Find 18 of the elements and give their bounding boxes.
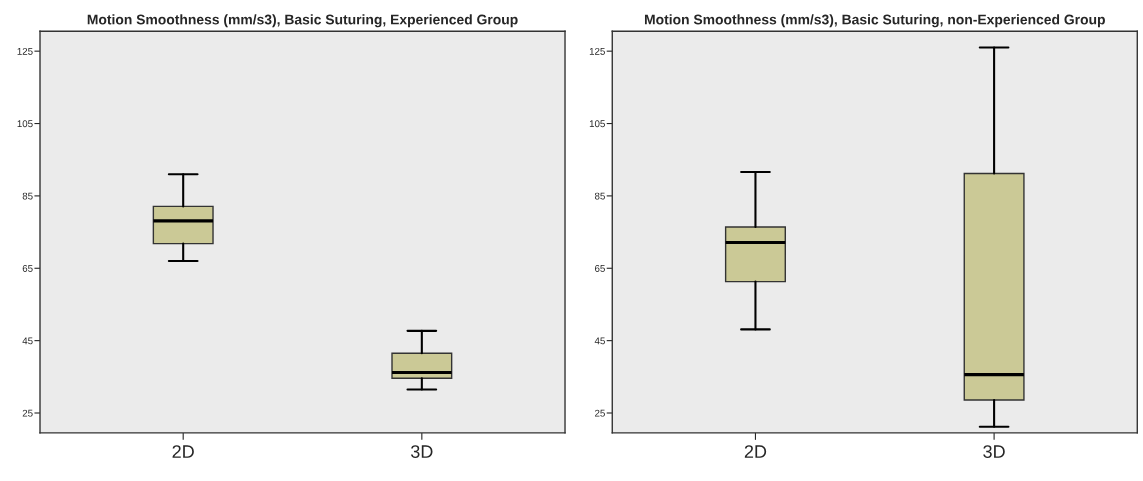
y-tick-label: 25 [595, 409, 605, 417]
chart-title: Motion Smoothness (mm/s3), Basic Suturing, non-Experienced Group [644, 14, 1105, 28]
y-tick-label: 65 [22, 265, 33, 272]
y-tick-label: 125 [589, 47, 605, 55]
y-tick-label: 25 [22, 409, 33, 417]
y-tick-label: 65 [595, 265, 605, 272]
x-tick-label: 3D [410, 445, 433, 458]
x-tick-label: 3D [983, 445, 1005, 458]
y-tick-label: 85 [594, 192, 605, 200]
y-tick-label: 45 [594, 337, 605, 345]
x-tick-label: 2D [744, 445, 767, 458]
y-tick-label: 105 [17, 120, 33, 128]
y-tick-label: 125 [17, 47, 33, 55]
chart-title: Motion Smoothness (mm/s3), Basic Suturing, Experienced Group [87, 14, 518, 28]
y-tick-label: 45 [22, 337, 33, 345]
y-tick-label: 105 [589, 120, 605, 128]
x-tick-label: 2D [172, 445, 194, 458]
y-tick-label: 85 [22, 192, 33, 200]
